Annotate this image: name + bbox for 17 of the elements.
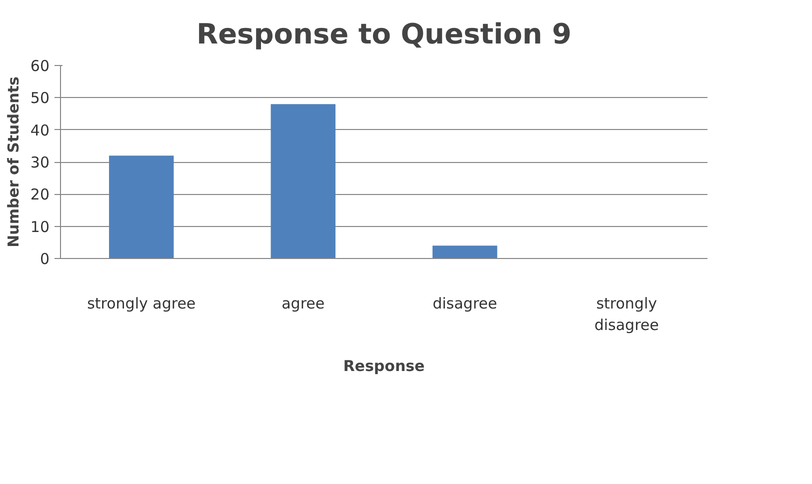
bar bbox=[432, 246, 498, 258]
y-tick-label: 20 bbox=[30, 186, 50, 204]
y-tick-label: 10 bbox=[30, 218, 50, 236]
y-tick-label: 30 bbox=[30, 154, 50, 172]
y-tick-label: 40 bbox=[30, 121, 50, 140]
x-tick-label: strongly disagree bbox=[594, 294, 659, 334]
x-tick-label: strongly agree bbox=[87, 294, 196, 312]
y-axis-title: Number of Students bbox=[4, 76, 22, 248]
y-tick-label: 60 bbox=[30, 57, 50, 75]
x-axis-title: Response bbox=[343, 357, 425, 376]
y-tick-label: 50 bbox=[30, 89, 50, 108]
bar bbox=[270, 104, 336, 258]
x-tick-label: agree bbox=[282, 294, 325, 312]
x-tick-label: disagree bbox=[432, 294, 498, 312]
bar bbox=[109, 156, 174, 258]
y-tick-label: 0 bbox=[40, 250, 50, 268]
chart-title: Response to Question 9 bbox=[196, 18, 572, 50]
